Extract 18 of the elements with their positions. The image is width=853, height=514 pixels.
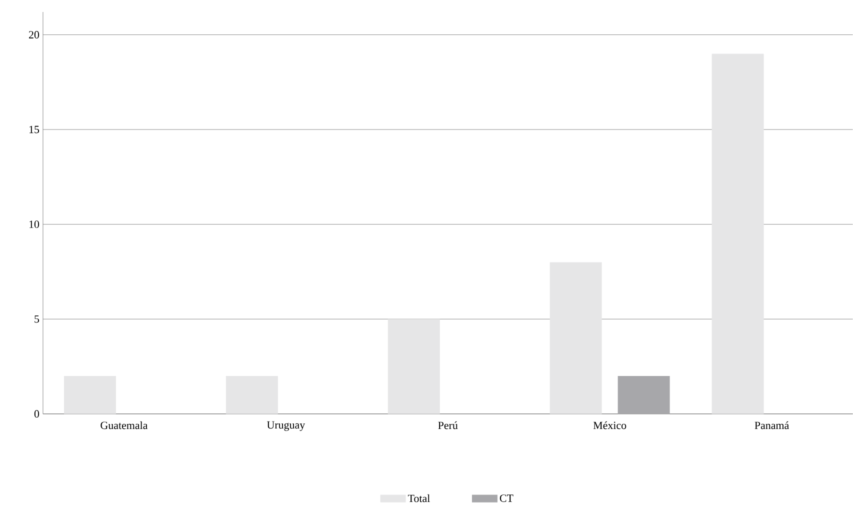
bar: [550, 262, 602, 414]
x-tick-label: México: [593, 421, 626, 430]
x-tick-label: Panamá: [754, 421, 789, 430]
bar: [388, 319, 440, 414]
x-tick-label: Guatemala: [100, 421, 148, 430]
x-tick-label: Uruguay: [266, 421, 306, 431]
y-tick-label: 0: [34, 410, 40, 418]
bar: [618, 376, 670, 414]
y-tick-label: 20: [29, 31, 40, 39]
y-tick-label: 10: [29, 220, 40, 228]
bar: [712, 54, 764, 414]
legend-label: CT: [500, 494, 514, 502]
y-tick-label: 15: [29, 126, 40, 134]
legend-label: Total: [408, 494, 430, 502]
y-tick-label: 5: [34, 316, 40, 323]
x-tick-label: Perú: [438, 421, 458, 430]
bar: [64, 376, 116, 414]
bar: [226, 376, 278, 414]
